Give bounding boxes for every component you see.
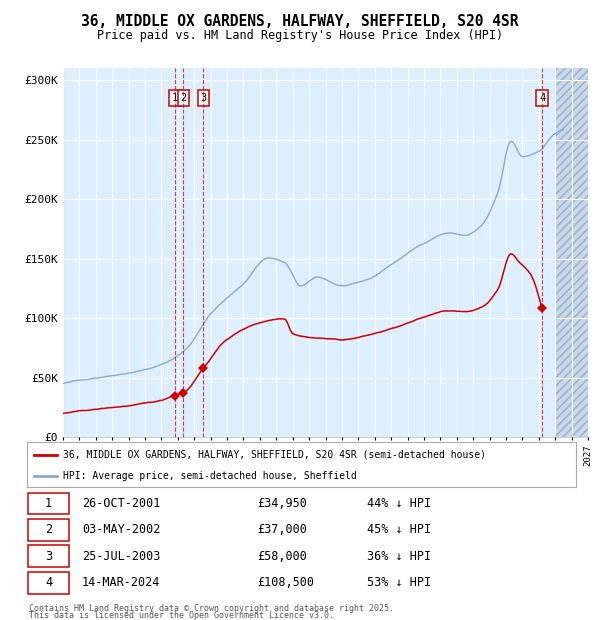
FancyBboxPatch shape xyxy=(28,493,69,515)
Text: HPI: Average price, semi-detached house, Sheffield: HPI: Average price, semi-detached house,… xyxy=(62,471,356,480)
Text: 36, MIDDLE OX GARDENS, HALFWAY, SHEFFIELD, S20 4SR (semi-detached house): 36, MIDDLE OX GARDENS, HALFWAY, SHEFFIEL… xyxy=(62,450,485,459)
Text: £108,500: £108,500 xyxy=(257,576,314,589)
Text: 53% ↓ HPI: 53% ↓ HPI xyxy=(367,576,431,589)
Text: This data is licensed under the Open Government Licence v3.0.: This data is licensed under the Open Gov… xyxy=(29,611,334,620)
Text: 26-OCT-2001: 26-OCT-2001 xyxy=(82,497,160,510)
Text: 36, MIDDLE OX GARDENS, HALFWAY, SHEFFIELD, S20 4SR: 36, MIDDLE OX GARDENS, HALFWAY, SHEFFIEL… xyxy=(81,14,519,29)
Text: Contains HM Land Registry data © Crown copyright and database right 2025.: Contains HM Land Registry data © Crown c… xyxy=(29,604,394,613)
Text: 2: 2 xyxy=(180,93,187,103)
Text: 1: 1 xyxy=(172,93,178,103)
Text: Price paid vs. HM Land Registry's House Price Index (HPI): Price paid vs. HM Land Registry's House … xyxy=(97,30,503,42)
Text: 44% ↓ HPI: 44% ↓ HPI xyxy=(367,497,431,510)
Text: 4: 4 xyxy=(45,576,52,589)
Text: 1: 1 xyxy=(45,497,52,510)
Text: 2: 2 xyxy=(45,523,52,536)
Text: £58,000: £58,000 xyxy=(257,550,307,563)
Text: 45% ↓ HPI: 45% ↓ HPI xyxy=(367,523,431,536)
Text: 14-MAR-2024: 14-MAR-2024 xyxy=(82,576,160,589)
Text: 25-JUL-2003: 25-JUL-2003 xyxy=(82,550,160,563)
Text: 3: 3 xyxy=(45,550,52,563)
Bar xyxy=(555,68,588,437)
Text: 36% ↓ HPI: 36% ↓ HPI xyxy=(367,550,431,563)
Text: 4: 4 xyxy=(539,93,545,103)
FancyBboxPatch shape xyxy=(28,572,69,593)
FancyBboxPatch shape xyxy=(28,519,69,541)
Text: 3: 3 xyxy=(200,93,206,103)
FancyBboxPatch shape xyxy=(28,546,69,567)
Text: 03-MAY-2002: 03-MAY-2002 xyxy=(82,523,160,536)
Text: £37,000: £37,000 xyxy=(257,523,307,536)
Text: £34,950: £34,950 xyxy=(257,497,307,510)
